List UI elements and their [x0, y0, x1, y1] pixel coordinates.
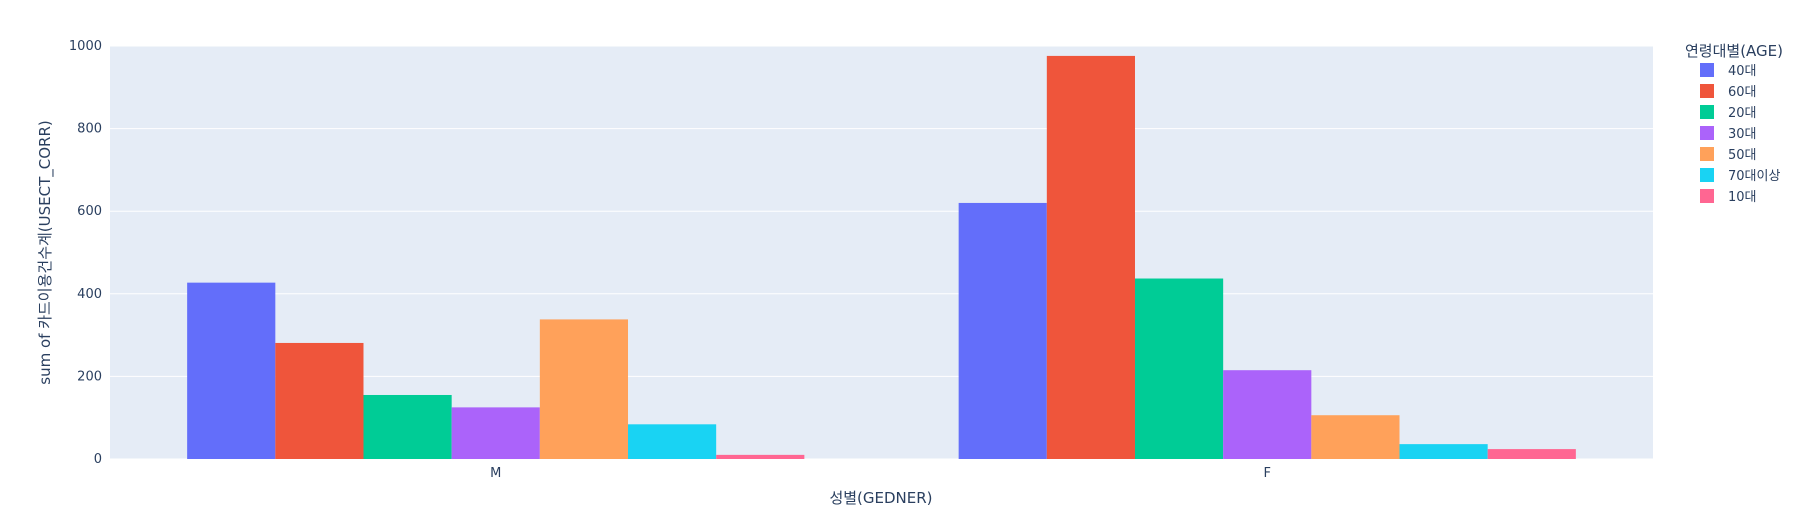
bar-M-1 [275, 342, 364, 459]
legend-title: 연령대별(AGE) [1685, 42, 1783, 60]
legend-swatch[interactable] [1700, 168, 1714, 182]
bar-F-5 [1399, 444, 1488, 459]
legend-label: 40대 [1728, 64, 1757, 79]
x-tick-label: F [1264, 466, 1271, 481]
bar-M-6 [716, 454, 805, 459]
legend-swatch[interactable] [1700, 189, 1714, 203]
legend-swatch[interactable] [1700, 147, 1714, 161]
bar-M-3 [451, 407, 540, 459]
bar-F-2 [1134, 278, 1224, 459]
legend-label: 60대 [1728, 85, 1757, 100]
bar-M-4 [539, 319, 629, 459]
y-tick-label: 200 [77, 369, 102, 384]
legend-label: 10대 [1728, 190, 1757, 205]
legend-label: 20대 [1728, 106, 1757, 121]
bar-F-4 [1311, 415, 1400, 459]
bar-F-6 [1487, 449, 1576, 459]
y-axis-title: sum of 카드이용건수계(USECT_CORR) [36, 120, 55, 384]
x-tick-label: M [490, 466, 501, 481]
bar-M-0 [187, 282, 276, 459]
x-axis-title: 성별(GEDNER) [829, 489, 932, 507]
bar-F-0 [958, 202, 1047, 459]
legend-label: 70대이상 [1728, 169, 1780, 184]
bar-F-1 [1046, 55, 1135, 460]
legend: 연령대별(AGE) 40대 60대 20대 30대 50대 70대이상 10대 [1685, 42, 1783, 205]
plot-background [110, 46, 1653, 459]
bar-F-3 [1223, 370, 1312, 459]
y-tick-label: 1000 [69, 39, 102, 54]
y-tick-label: 400 [77, 287, 102, 302]
legend-swatch[interactable] [1700, 63, 1714, 77]
legend-swatch[interactable] [1700, 105, 1714, 119]
y-tick-label: 0 [94, 452, 102, 467]
legend-label: 50대 [1728, 148, 1757, 163]
bar-M-2 [363, 394, 452, 459]
legend-swatch[interactable] [1700, 126, 1714, 140]
bars [187, 55, 1576, 460]
legend-label: 30대 [1728, 127, 1757, 142]
legend-swatch[interactable] [1700, 84, 1714, 98]
y-tick-label: 800 [77, 122, 102, 137]
y-axis-ticks: 0 200 400 600 800 1000 [69, 39, 102, 467]
y-tick-label: 600 [77, 204, 102, 219]
bar-M-5 [628, 424, 717, 459]
